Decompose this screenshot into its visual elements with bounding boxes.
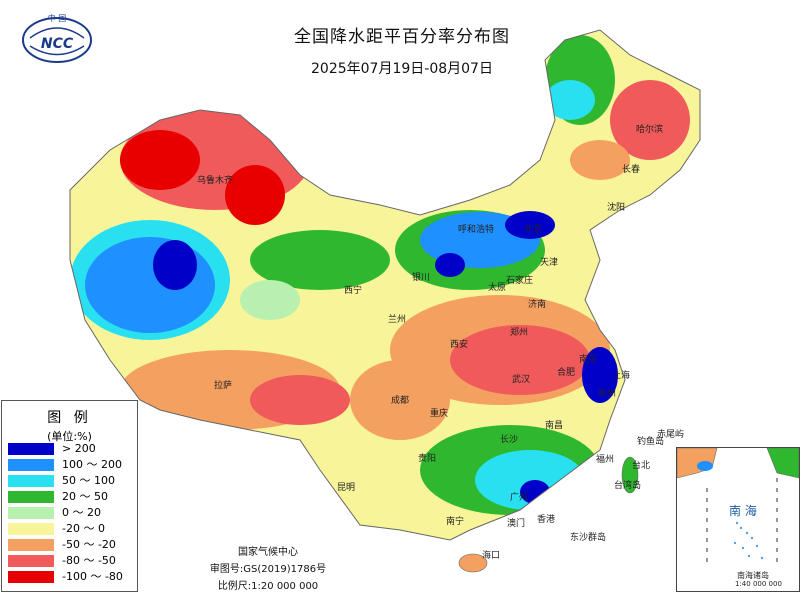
city-label: 台湾岛 — [614, 481, 642, 491]
legend-item: 20 ～ 50 — [8, 491, 136, 504]
city-label: 成都 — [391, 396, 410, 406]
city-label: 钓鱼岛 — [637, 437, 665, 447]
legend-item: 0 ～ 20 — [8, 507, 136, 520]
south-china-sea-inset: 南 海 南海诸岛 1:40 000 000 — [676, 447, 800, 592]
city-label: 太原 — [488, 283, 507, 293]
legend-unit: (单位:%) — [47, 430, 92, 443]
legend-item: -20 ～ 0 — [8, 523, 136, 536]
inset-sea-label: 南 海 — [729, 504, 757, 518]
inset-scale: 1:40 000 000 — [735, 580, 782, 588]
inset-islands-label: 南海诸岛 — [737, 571, 769, 580]
city-label: 重庆 — [430, 409, 449, 419]
map-scale: 比例尺:1:20 000 000 — [217, 581, 319, 592]
city-label: 东沙群岛 — [570, 533, 607, 543]
city-label: 南宁 — [446, 517, 465, 527]
legend: 图 例 (单位:%) > 200 100 ～ 200 50 ～ 100 20 ～… — [1, 400, 138, 592]
logo-top: 中 国 — [48, 13, 67, 23]
city-label: 郑州 — [510, 328, 529, 338]
city-label: 香港 — [537, 515, 556, 525]
ncc-logo: NCC 中 国 — [12, 8, 102, 68]
legend-item: -100 ～ -80 — [8, 571, 136, 584]
city-label: 长春 — [622, 165, 641, 175]
map-title: 全国降水距平百分率分布图 — [294, 27, 510, 47]
legend-item: -80 ～ -50 — [8, 555, 136, 568]
city-label: 南昌 — [545, 421, 564, 431]
city-label: 西宁 — [344, 286, 363, 296]
legend-item: 50 ～ 100 — [8, 475, 136, 488]
city-label: 银川 — [412, 273, 431, 283]
city-label: 呼和浩特 — [458, 225, 495, 235]
city-label: 石家庄 — [506, 276, 534, 286]
legend-item: > 200 — [8, 443, 136, 456]
city-label: 沈阳 — [607, 203, 626, 213]
city-label: 天津 — [540, 258, 559, 268]
city-label: 武汉 — [512, 375, 531, 385]
city-label: 澳门 — [507, 519, 526, 529]
city-label: 海口 — [482, 551, 501, 561]
city-label: 长沙 — [500, 435, 519, 445]
legend-item: -50 ～ -20 — [8, 539, 136, 552]
city-label: 西安 — [450, 340, 469, 350]
city-label: 南京 — [579, 355, 598, 365]
city-label: 广州 — [510, 493, 529, 503]
date-range: 2025年07月19日-08月07日 — [311, 61, 493, 77]
city-label: 杭州 — [598, 389, 617, 399]
city-label: 北京 — [524, 225, 543, 235]
city-label: 兰州 — [388, 315, 407, 325]
city-label: 济南 — [528, 300, 547, 310]
review-number: 审图号:GS(2019)1786号 — [209, 564, 327, 575]
city-label: 贵阳 — [418, 454, 437, 464]
city-label: 台北 — [632, 461, 651, 471]
city-label: 合肥 — [557, 368, 576, 378]
legend-heading: 图 例 — [47, 410, 92, 426]
city-label: 福州 — [596, 455, 615, 465]
city-label: 赤尾屿 — [657, 430, 685, 440]
city-label: 上海 — [612, 371, 631, 381]
agency-credit: 国家气候中心 — [238, 547, 298, 558]
logo-text: NCC — [41, 36, 74, 52]
city-label: 拉萨 — [214, 381, 233, 391]
city-label: 乌鲁木齐 — [197, 176, 234, 186]
city-label: 哈尔滨 — [636, 125, 664, 135]
city-label: 昆明 — [337, 483, 356, 493]
legend-item: 100 ～ 200 — [8, 459, 136, 472]
